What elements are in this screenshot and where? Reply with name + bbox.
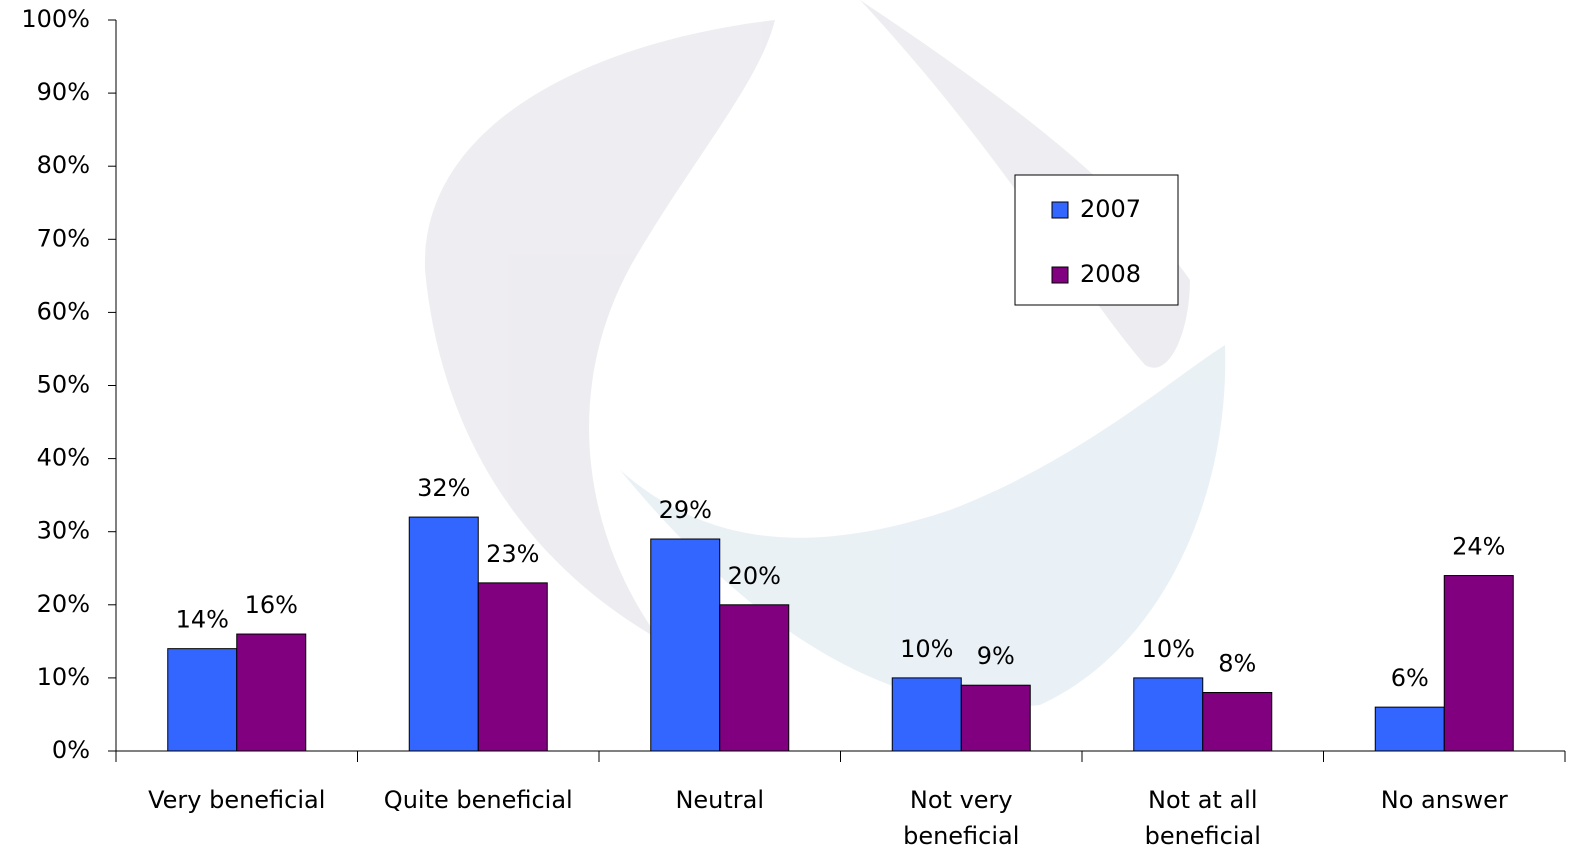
x-tick-label: Quite beneficial bbox=[383, 786, 573, 814]
bar bbox=[960, 684, 1031, 752]
bar bbox=[1374, 706, 1445, 752]
y-tick-label: 70% bbox=[37, 224, 90, 252]
legend-label: 2008 bbox=[1080, 260, 1141, 288]
legend-swatch bbox=[1051, 266, 1069, 284]
legend-box bbox=[1014, 174, 1179, 306]
value-label: 20% bbox=[728, 562, 781, 590]
bar bbox=[167, 648, 238, 752]
bar bbox=[650, 538, 721, 752]
bar bbox=[408, 516, 479, 752]
value-label: 14% bbox=[176, 606, 229, 634]
value-label: 16% bbox=[245, 591, 298, 619]
y-tick-label: 80% bbox=[37, 151, 90, 179]
y-tick-label: 100% bbox=[21, 5, 90, 33]
y-tick-label: 30% bbox=[37, 517, 90, 545]
value-label: 10% bbox=[900, 635, 953, 663]
x-tick-label: Very beneficial bbox=[148, 786, 326, 814]
legend-swatch bbox=[1051, 201, 1069, 219]
y-tick-label: 0% bbox=[52, 736, 90, 764]
value-label: 23% bbox=[486, 540, 539, 568]
x-tick-label: Not at all beneficial bbox=[1144, 786, 1261, 850]
bar bbox=[1443, 575, 1514, 752]
y-tick-label: 10% bbox=[37, 663, 90, 691]
value-label: 10% bbox=[1142, 635, 1195, 663]
bar bbox=[891, 677, 962, 752]
bar bbox=[1202, 692, 1273, 752]
y-tick-label: 50% bbox=[37, 371, 90, 399]
value-label: 24% bbox=[1452, 533, 1505, 561]
value-label: 6% bbox=[1391, 664, 1429, 692]
y-tick-label: 20% bbox=[37, 590, 90, 618]
y-tick-label: 40% bbox=[37, 444, 90, 472]
value-label: 8% bbox=[1218, 650, 1256, 678]
watermark-shape bbox=[424, 20, 775, 640]
y-tick-label: 90% bbox=[37, 78, 90, 106]
x-tick-label: No answer bbox=[1380, 786, 1508, 814]
x-tick-label: Not very beneficial bbox=[903, 786, 1020, 850]
value-label: 29% bbox=[659, 496, 712, 524]
y-tick-label: 60% bbox=[37, 297, 90, 325]
bar bbox=[477, 582, 548, 752]
bar bbox=[719, 604, 790, 752]
bar bbox=[1133, 677, 1204, 752]
x-tick-label: Neutral bbox=[675, 786, 765, 814]
value-label: 9% bbox=[977, 642, 1015, 670]
legend-label: 2007 bbox=[1080, 195, 1141, 223]
bar bbox=[236, 633, 307, 752]
value-label: 32% bbox=[417, 474, 470, 502]
